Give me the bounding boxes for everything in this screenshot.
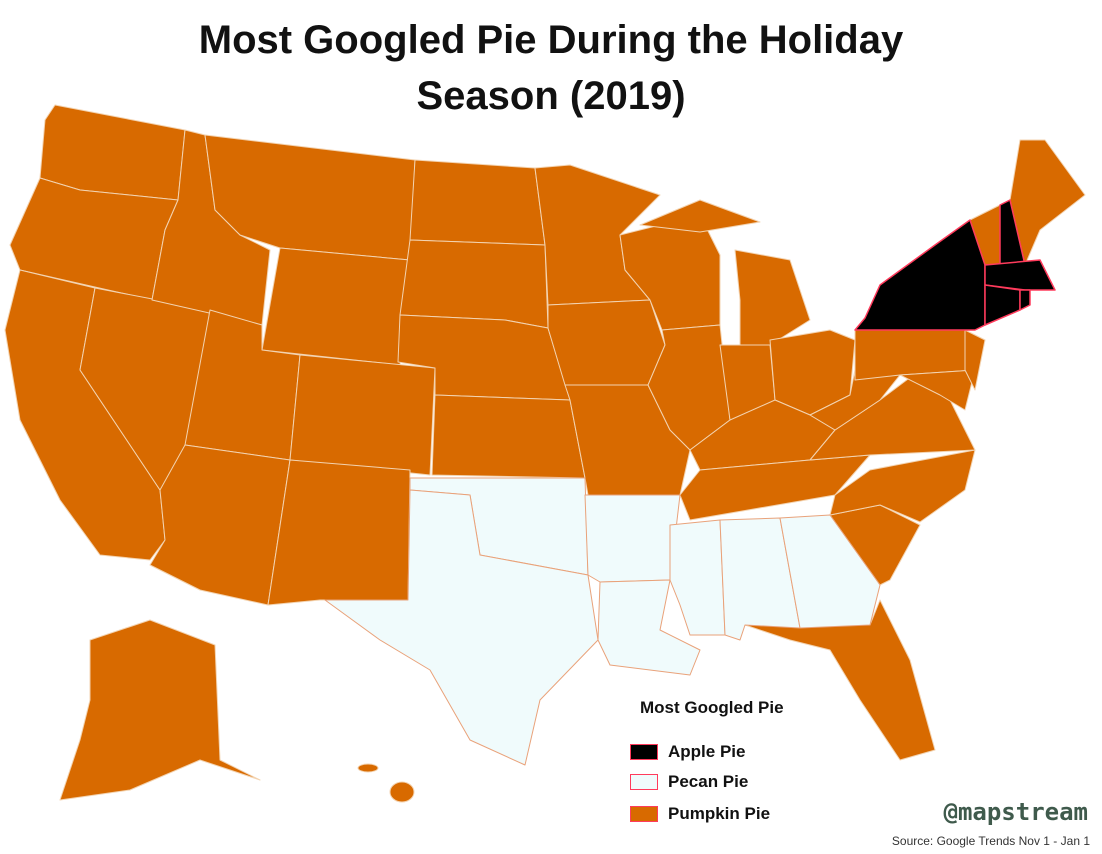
florida bbox=[744, 599, 936, 761]
michigan-upper bbox=[639, 199, 761, 233]
legend-label: Pumpkin Pie bbox=[668, 804, 771, 823]
louisiana bbox=[597, 579, 701, 676]
legend-label: Apple Pie bbox=[668, 742, 746, 761]
connecticut bbox=[984, 284, 1021, 326]
legend-label: Pecan Pie bbox=[668, 772, 749, 791]
mississippi bbox=[669, 519, 726, 636]
wyoming bbox=[261, 247, 411, 366]
iowa bbox=[547, 299, 666, 386]
states bbox=[4, 104, 1086, 803]
legend-swatch bbox=[630, 774, 658, 790]
north-dakota bbox=[409, 159, 546, 246]
legend-swatch bbox=[630, 806, 658, 822]
rhode-island bbox=[1019, 289, 1031, 311]
legend-item: Pecan Pie bbox=[630, 772, 749, 791]
massachusetts bbox=[984, 259, 1056, 291]
hawaii-islands bbox=[357, 763, 379, 773]
legend-swatch bbox=[630, 744, 658, 760]
arkansas bbox=[584, 494, 681, 583]
hawaii bbox=[389, 781, 415, 803]
colorado bbox=[289, 354, 436, 476]
north-carolina bbox=[829, 449, 976, 523]
illinois bbox=[647, 324, 731, 451]
kansas bbox=[431, 394, 586, 479]
legend-title: Most Googled Pie bbox=[640, 698, 784, 717]
new-mexico bbox=[267, 459, 411, 606]
michigan bbox=[734, 249, 811, 346]
south-dakota bbox=[399, 239, 549, 329]
georgia bbox=[779, 514, 881, 629]
source: Source: Google Trends Nov 1 - Jan 1 bbox=[891, 834, 1090, 848]
legend-item: Pumpkin Pie bbox=[630, 804, 771, 823]
title: Most Googled Pie During the Holiday Seas… bbox=[198, 18, 904, 118]
watermark: @mapstream bbox=[943, 798, 1089, 826]
legend-item: Apple Pie bbox=[630, 742, 746, 761]
new-jersey bbox=[964, 329, 986, 391]
new-york bbox=[854, 219, 986, 331]
alaska bbox=[59, 619, 261, 801]
texas bbox=[324, 489, 599, 766]
maryland-delaware bbox=[899, 369, 976, 411]
